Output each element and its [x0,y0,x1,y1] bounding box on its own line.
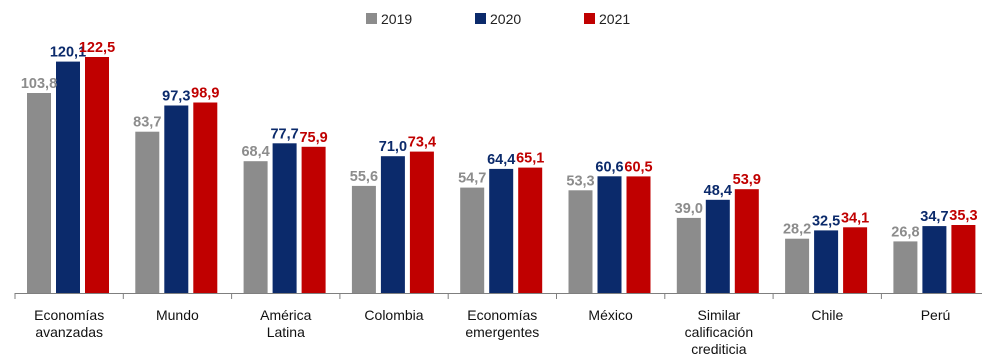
value-label-2019-3: 55,6 [350,169,378,185]
bar-2021-3 [409,151,434,293]
category-label-3: Colombia [364,307,423,323]
bar-2019-6 [676,217,701,293]
value-label-2021-7: 34,1 [841,210,869,226]
bar-2019-8 [893,241,918,293]
bar-2020-2 [272,143,297,293]
bar-2021-0 [85,57,109,293]
value-label-2020-5: 60,6 [595,159,623,175]
legend-swatch-2019 [366,13,377,24]
bar-2020-1 [164,105,189,293]
value-label-2019-7: 28,2 [783,222,811,238]
category-label-1: Mundo [156,307,199,323]
category-label-6: Similar calificación crediticia [685,307,753,357]
category-label-7: Chile [811,307,843,323]
value-label-2021-2: 75,9 [299,130,327,146]
value-label-2021-8: 35,3 [949,208,977,224]
bar-2020-5 [597,176,622,293]
bar-2020-8 [922,226,947,293]
bar-2019-1 [135,131,160,293]
value-label-2020-1: 97,3 [162,89,190,105]
legend: 2019 2020 2021 [366,11,630,27]
value-label-2019-6: 39,0 [675,201,703,217]
bar-2020-3 [380,156,405,293]
bar-2019-5 [568,190,593,293]
value-label-2019-0: 103,8 [21,76,57,92]
bar-2019-4 [460,187,485,293]
bar-2019-0 [27,93,51,293]
value-label-2021-4: 65,1 [516,151,544,167]
legend-label-2019: 2019 [381,11,412,27]
category-label-4: Economías emergentes [465,307,539,340]
value-label-2020-2: 77,7 [270,126,298,142]
category-label-8: Perú [921,307,951,323]
x-axis: Economías avanzadas Mundo América Latina Colo… [14,293,982,357]
legend-swatch-2021 [584,13,595,24]
bar-2021-1 [193,102,218,293]
value-label-2019-8: 26,8 [891,224,919,240]
value-label-2021-6: 53,9 [733,172,761,188]
bar-2020-6 [705,199,730,293]
legend-label-2021: 2021 [599,11,630,27]
legend-label-2020: 2020 [490,11,521,27]
bar-2019-3 [351,185,376,293]
bar-2021-4 [518,167,543,293]
bar-2021-2 [301,146,326,293]
bar-2021-7 [843,227,868,293]
value-label-2019-1: 83,7 [133,115,161,131]
value-label-2021-3: 73,4 [408,135,436,151]
bar-2019-2 [243,161,268,293]
bar-2021-8 [951,225,976,293]
bar-2019-7 [785,238,810,293]
category-label-2: América Latina [260,307,312,340]
value-label-2021-5: 60,5 [624,159,652,175]
bars [27,57,976,293]
category-label-5: México [588,307,633,323]
value-label-2020-6: 48,4 [704,183,732,199]
value-label-2020-3: 71,0 [379,139,407,155]
bar-2021-5 [626,176,651,293]
bar-2020-7 [814,230,839,293]
value-label-2020-4: 64,4 [487,152,515,168]
bar-2020-0 [56,61,80,293]
value-label-2019-4: 54,7 [458,171,486,187]
value-label-2020-0: 120,1 [50,45,86,61]
value-label-2021-0: 122,5 [79,40,115,56]
bar-2021-6 [734,189,759,293]
value-label-2019-5: 53,3 [566,173,594,189]
legend-swatch-2020 [475,13,486,24]
value-label-2019-2: 68,4 [241,144,269,160]
category-label-0: Economías avanzadas [34,307,104,340]
value-label-2021-1: 98,9 [191,86,219,102]
value-label-2020-7: 32,5 [812,213,840,229]
bar-2020-4 [489,168,514,293]
value-label-2020-8: 34,7 [920,209,948,225]
